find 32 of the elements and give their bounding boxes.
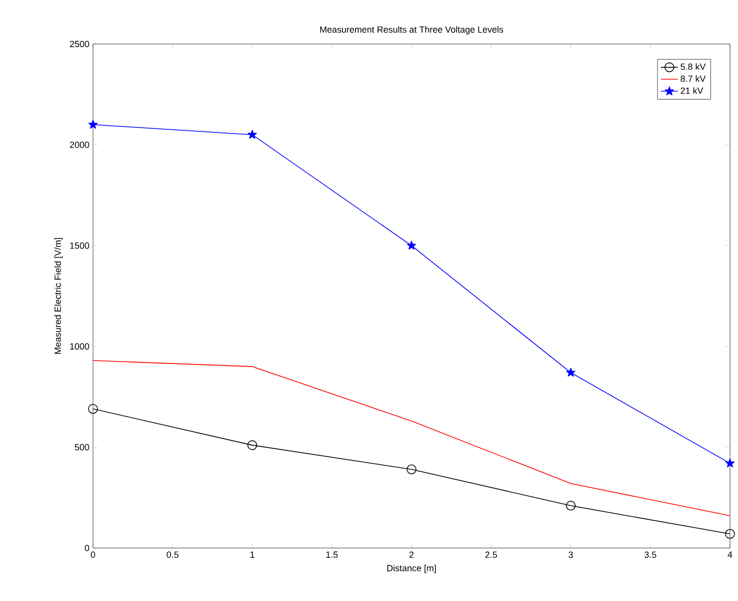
point: [406, 240, 416, 250]
y-tick-label: 500: [74, 444, 90, 450]
x-tick-label: 3: [568, 552, 573, 558]
x-tick-label: 2: [409, 552, 414, 558]
legend-label: 21 kV: [680, 87, 704, 94]
point: [88, 120, 98, 129]
point: [248, 130, 257, 139]
y-tick-label: 2500: [70, 40, 90, 48]
chart-title: Measurement Results at Three Voltage Levels: [320, 26, 504, 34]
x-axis-title: Distance [m]: [387, 564, 436, 574]
point: [566, 368, 576, 377]
x-tick-label: 1: [250, 552, 254, 558]
x-tick-label: 0.5: [166, 552, 178, 558]
y-tick-label: 2000: [70, 142, 90, 148]
point: [725, 529, 735, 539]
point: [406, 464, 416, 474]
point: [247, 440, 258, 450]
line-series: [93, 360, 730, 516]
y-tick-label: 1500: [70, 242, 90, 249]
y-axis-title: Measured Electric Field [V/m]: [54, 238, 63, 354]
point: [88, 404, 98, 414]
x-tick-label: 0: [90, 552, 96, 558]
y-tick-label: 0: [84, 544, 90, 552]
x-tick-label: 3.5: [644, 552, 656, 558]
x-tick-label: 2.5: [485, 552, 497, 558]
point: [566, 500, 576, 511]
legend-label: 8.7 kV: [680, 75, 706, 82]
x-tick-label: 4: [728, 552, 732, 558]
x-tick-label: 1.5: [326, 552, 338, 558]
y-tick-label: 1000: [70, 343, 90, 350]
point: [725, 458, 735, 468]
legend-label: 5.8 kV: [680, 63, 706, 70]
